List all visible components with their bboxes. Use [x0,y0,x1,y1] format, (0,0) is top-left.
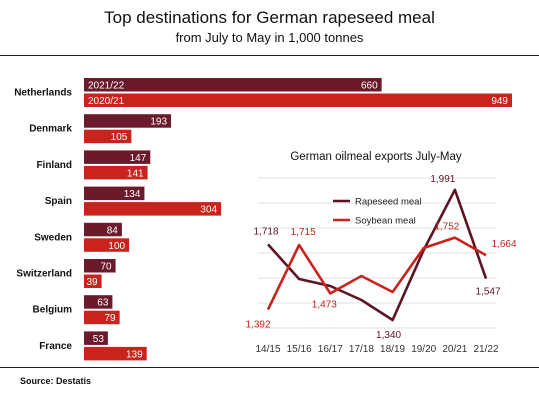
bar [84,295,113,309]
data-label: 1,547 [475,287,500,298]
bar [84,78,382,92]
series-line [266,236,487,311]
bar-value-label: 139 [126,349,143,360]
source-note: Source: Destatis [20,376,92,386]
bar [84,165,148,180]
bar-chart: Netherlands 660 2021/22 949 2020/21 Denmark 19… [14,78,512,361]
chart-title: Top destinations for German rapeseed mea… [104,8,435,27]
bar-value-label: 134 [124,189,141,200]
data-label: 1,991 [430,174,455,185]
data-label: 1,664 [491,239,516,250]
bar [84,186,145,201]
bar [84,259,116,273]
bar-category-label: Belgium [33,305,73,316]
x-tick-label: 21/22 [473,344,498,355]
bottom-rule [0,367,539,368]
top-rule [0,55,539,56]
bar [84,331,108,345]
bar [84,114,172,128]
bar-category-label: France [39,341,72,352]
data-label: 1,718 [253,226,278,237]
x-tick-label: 19/20 [411,344,436,355]
data-label: 1,340 [376,330,401,341]
x-tick-label: 20/21 [442,344,467,355]
x-tick-label: 18/19 [380,344,405,355]
bar-value-label: 193 [150,117,167,128]
bar-value-label: 147 [130,153,147,164]
bar-value-label: 660 [361,81,378,92]
bar-value-label: 105 [111,132,128,143]
bar [84,310,120,325]
bar [84,202,222,216]
bar-category-label: Sweden [34,232,72,243]
legend-label: Rapeseed meal [355,197,422,208]
bar-value-label: 304 [200,205,217,216]
data-label: 1,392 [245,320,270,331]
bar-value-label: 141 [127,168,144,179]
x-tick-label: 17/18 [349,344,374,355]
bar-value-label: 79 [105,313,117,324]
bar-category-label: Spain [45,196,72,207]
bar [84,274,102,288]
x-tick-label: 14/15 [255,344,280,355]
bar [84,129,132,144]
bar-value-label: 84 [107,225,119,236]
bar-value-label: 100 [108,241,125,252]
chart-subtitle: from July to May in 1,000 tonnes [175,30,364,45]
x-tick-label: 15/16 [287,344,312,355]
data-label: 1,752 [434,222,459,233]
bar-value-label: 63 [97,298,109,309]
bar-value-label: 39 [86,277,98,288]
data-label: 1,473 [312,299,337,310]
bar-series-name: 2020/21 [88,96,125,107]
line-chart-title: German oilmeal exports July-May [290,151,462,163]
bar-value-label: 949 [491,96,508,107]
series-line [267,188,488,322]
bar-category-label: Finland [36,160,72,171]
bar [84,238,130,252]
bar-value-label: 70 [100,262,112,273]
bar-value-label: 53 [93,334,105,345]
bar-series-name: 2021/22 [88,81,125,92]
line-chart: German oilmeal exports July-May 14/15 15/1… [245,151,516,355]
data-label: 1,715 [291,227,316,238]
bar [84,346,147,361]
bar-category-label: Switzerland [16,269,72,280]
x-tick-label: 16/17 [318,344,343,355]
bar [84,150,151,164]
bar [84,222,122,237]
bar-category-label: Netherlands [14,88,72,99]
bar-category-label: Denmark [29,124,72,135]
bar [84,93,512,107]
legend-label: Soybean meal [355,216,416,227]
